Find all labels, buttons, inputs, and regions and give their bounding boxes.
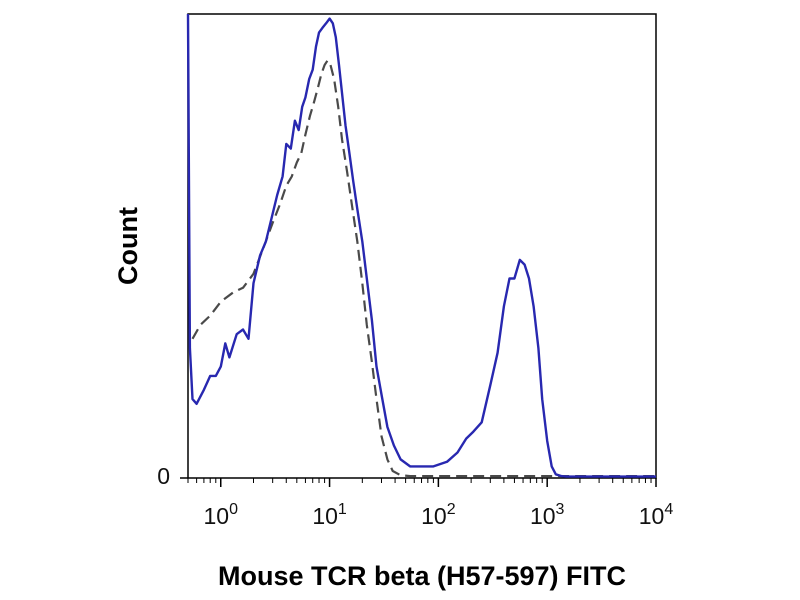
- series-layer: [186, 13, 656, 478]
- series-line-solid: [186, 13, 656, 478]
- y-axis: 0: [157, 463, 188, 489]
- plot-frame: [187, 13, 657, 479]
- x-tick-label: 100: [204, 501, 239, 529]
- x-axis-title: Mouse TCR beta (H57-597) FITC: [218, 561, 626, 591]
- x-tick-labels: 100 101 102 103 104: [204, 501, 674, 529]
- x-tick-label: 101: [312, 501, 347, 529]
- x-minor-ticks: [187, 478, 652, 483]
- x-tick-label: 104: [639, 501, 674, 529]
- x-tick-label: 102: [421, 501, 456, 529]
- y-tick-label-0: 0: [157, 463, 170, 489]
- y-axis-title: Count: [113, 207, 143, 285]
- x-tick-label: 103: [530, 501, 565, 529]
- series-line-dashed: [191, 59, 656, 478]
- x-major-ticks: [220, 478, 657, 487]
